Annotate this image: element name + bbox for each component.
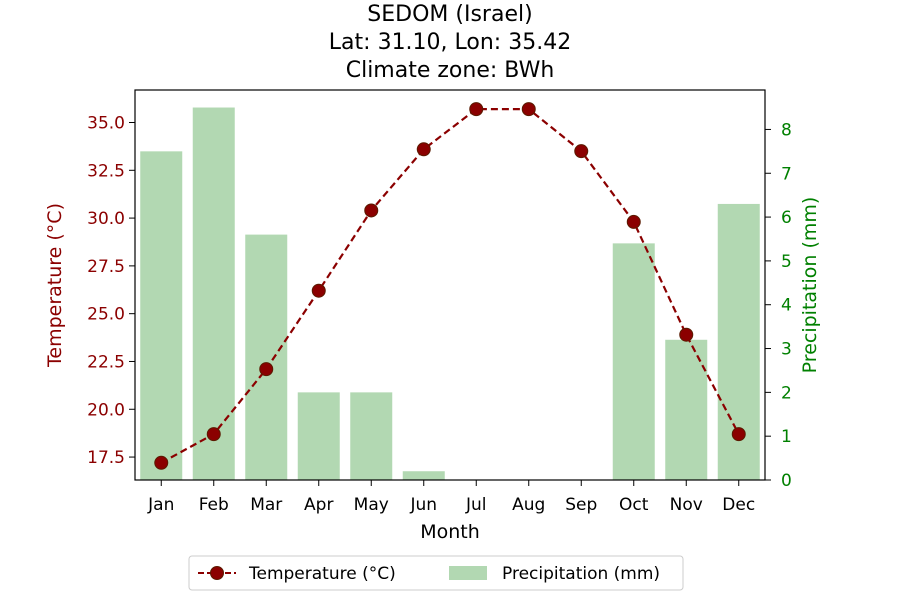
temperature-point-jan	[154, 455, 169, 470]
precip-bar-oct	[612, 243, 655, 480]
temperature-series-line	[160, 108, 740, 464]
left-tick-label: 27.5	[87, 257, 125, 277]
precip-bar-apr	[297, 392, 340, 480]
right-tick-label: 2	[781, 383, 792, 403]
left-tick-label: 20.0	[87, 400, 125, 420]
temperature-line	[154, 102, 746, 470]
precip-bar-may	[350, 392, 393, 480]
legend: Temperature (°C) Precipitation (mm)	[188, 555, 684, 591]
title-line-3: Climate zone: BWh	[346, 58, 555, 83]
legend-precipitation-swatch	[449, 566, 487, 580]
x-tick-label-jan: Jan	[147, 495, 174, 515]
temperature-point-apr	[311, 283, 326, 298]
temperature-point-jun	[416, 142, 431, 157]
temperature-point-jul	[469, 102, 484, 117]
x-tick-label-nov: Nov	[670, 495, 703, 515]
precip-bar-mar	[245, 234, 288, 480]
temperature-point-aug	[521, 102, 536, 117]
temperature-axis: 17.5 20.0 22.5 25.0 27.5 30.0 32.5 35.0	[87, 114, 135, 468]
precipitation-bars	[140, 107, 760, 481]
title-line-1: SEDOM (Israel)	[367, 2, 532, 27]
precipitation-axis: 0 1 2 3 4 5 6 7 8	[765, 120, 792, 491]
legend-box	[188, 555, 684, 591]
left-tick-label: 25.0	[87, 305, 125, 325]
temperature-point-mar	[259, 362, 274, 377]
right-tick-label: 1	[781, 427, 792, 447]
left-tick-label: 35.0	[87, 114, 125, 134]
legend-precipitation-label: Precipitation (mm)	[502, 564, 660, 584]
x-tick-label-oct: Oct	[619, 495, 649, 515]
temperature-point-oct	[626, 214, 641, 229]
x-tick-label-mar: Mar	[250, 495, 282, 515]
temperature-point-sep	[574, 144, 589, 159]
x-tick-label-aug: Aug	[512, 495, 545, 515]
left-tick-label: 17.5	[87, 448, 125, 468]
right-tick-label: 0	[781, 471, 792, 491]
right-tick-label: 3	[781, 340, 792, 360]
x-tick-label-dec: Dec	[722, 495, 755, 515]
left-tick-label: 32.5	[87, 161, 125, 181]
title-line-2: Lat: 31.10, Lon: 35.42	[329, 30, 571, 55]
right-tick-label: 4	[781, 296, 792, 316]
right-tick-label: 8	[781, 120, 792, 140]
x-tick-label-jun: Jun	[409, 495, 437, 515]
chart-title: SEDOM (Israel) Lat: 31.10, Lon: 35.42 Cl…	[329, 2, 571, 83]
x-tick-label-feb: Feb	[199, 495, 229, 515]
left-axis-label: Temperature (°C)	[44, 203, 66, 368]
month-axis: Jan Feb Mar Apr May Jun Jul Aug Sep Oct Nov Dec	[147, 480, 755, 515]
x-tick-label-apr: Apr	[304, 495, 333, 515]
right-tick-label: 7	[781, 164, 792, 184]
left-tick-label: 22.5	[87, 352, 125, 372]
precip-bar-jan	[140, 151, 183, 480]
precip-bar-feb	[192, 107, 235, 481]
legend-temperature-marker	[210, 566, 224, 580]
temperature-point-may	[364, 203, 379, 218]
temperature-point-nov	[679, 327, 694, 342]
temperature-point-feb	[206, 427, 221, 442]
right-tick-label: 6	[781, 208, 792, 228]
precip-bar-jun	[402, 471, 445, 480]
temperature-point-dec	[731, 427, 746, 442]
plot-frame	[134, 89, 766, 481]
x-tick-label-sep: Sep	[565, 495, 597, 515]
x-tick-label-jul: Jul	[465, 495, 487, 515]
x-axis-label: Month	[420, 521, 480, 543]
left-tick-label: 30.0	[87, 209, 125, 229]
right-tick-label: 5	[781, 252, 792, 272]
precip-bar-nov	[665, 339, 708, 480]
legend-temperature-label: Temperature (°C)	[248, 564, 396, 584]
right-axis-label: Precipitation (mm)	[799, 197, 821, 374]
x-tick-label-may: May	[354, 495, 389, 515]
